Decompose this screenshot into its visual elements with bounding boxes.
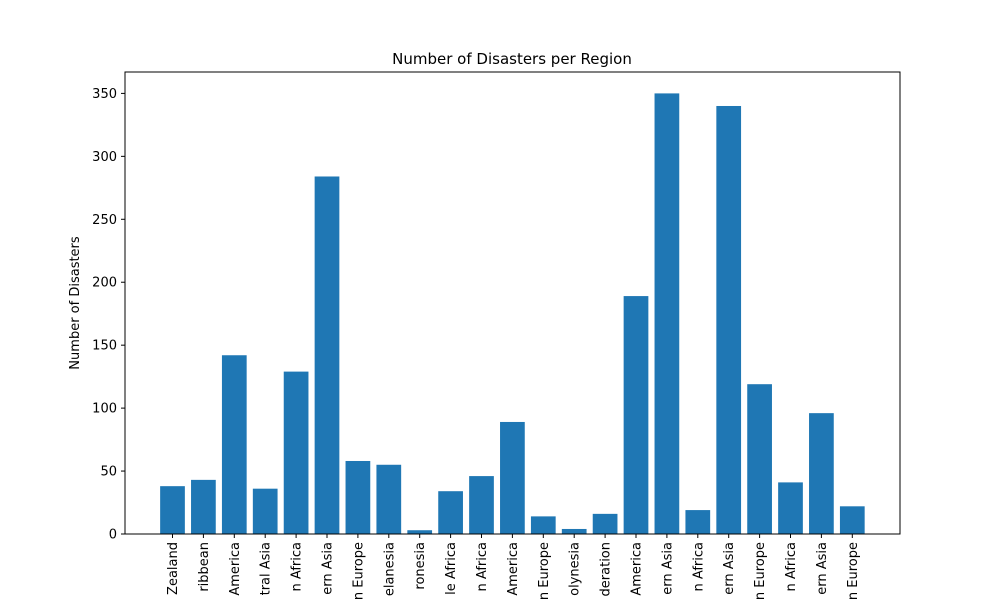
x-tick-label: n Africa <box>290 542 305 591</box>
bar <box>685 510 711 534</box>
x-tick-label: deration <box>599 542 614 596</box>
bar <box>407 530 433 534</box>
x-tick-label: tral Asia <box>259 542 274 595</box>
x-tick-label: America <box>228 542 243 596</box>
bar <box>469 476 494 534</box>
x-tick-label: elanesia <box>382 542 397 596</box>
x-tick-label: n Europe <box>537 542 552 600</box>
x-tick-label: ronesia <box>413 542 428 590</box>
x-tick-label: ribbean <box>197 542 212 592</box>
y-tick-label: 150 <box>92 339 117 354</box>
chart-title: Number of Disasters per Region <box>392 50 632 68</box>
bar <box>160 486 185 534</box>
x-tick-label: Zealand <box>166 542 181 595</box>
y-tick-label: 50 <box>100 465 117 480</box>
bar <box>530 516 556 534</box>
bar <box>345 460 371 534</box>
x-tick-label: n Europe <box>351 542 366 600</box>
x-axis: Zealand ribbean America tral Asia n Africa er… <box>166 534 861 600</box>
x-tick-label: n Europe <box>846 542 861 600</box>
x-tick-label: n Africa <box>475 542 490 591</box>
y-tick-label: 300 <box>92 150 117 165</box>
bar <box>283 371 309 534</box>
bar <box>221 355 247 534</box>
bar <box>438 491 463 534</box>
bar <box>191 479 216 534</box>
bar <box>252 488 278 534</box>
bar <box>716 105 742 534</box>
bar <box>654 93 680 534</box>
y-tick-label: 350 <box>92 87 117 102</box>
bar <box>376 464 402 534</box>
y-tick-label: 200 <box>92 276 117 291</box>
x-tick-label: America <box>630 542 645 596</box>
bar <box>778 482 803 534</box>
y-axis: 0 50 100 150 200 250 300 350 <box>92 87 125 543</box>
plot-frame <box>124 71 901 535</box>
x-tick-label: n Africa <box>691 542 706 591</box>
x-tick-label: ern Asia <box>660 542 675 595</box>
bars-group <box>160 93 865 534</box>
bar <box>809 413 834 534</box>
x-tick-label: ern Asia <box>722 542 737 595</box>
x-tick-label: ern Asia <box>321 542 336 595</box>
x-tick-label: ern Asia <box>815 542 830 595</box>
y-tick-label: 100 <box>92 402 117 417</box>
bar <box>623 296 649 534</box>
bar <box>747 384 772 534</box>
x-tick-label: le Africa <box>444 542 459 595</box>
bar <box>592 513 618 534</box>
y-tick-label: 0 <box>109 528 117 543</box>
bar <box>561 528 587 534</box>
bar <box>839 506 865 534</box>
x-tick-label: olynesia <box>568 542 583 596</box>
x-tick-label: n Europe <box>753 542 768 600</box>
bar <box>500 421 525 534</box>
bar <box>314 176 340 534</box>
y-axis-label: Number of Disasters <box>68 236 83 370</box>
x-tick-label: n Africa <box>784 542 799 591</box>
y-tick-label: 250 <box>92 213 117 228</box>
x-tick-label: America <box>506 542 521 596</box>
